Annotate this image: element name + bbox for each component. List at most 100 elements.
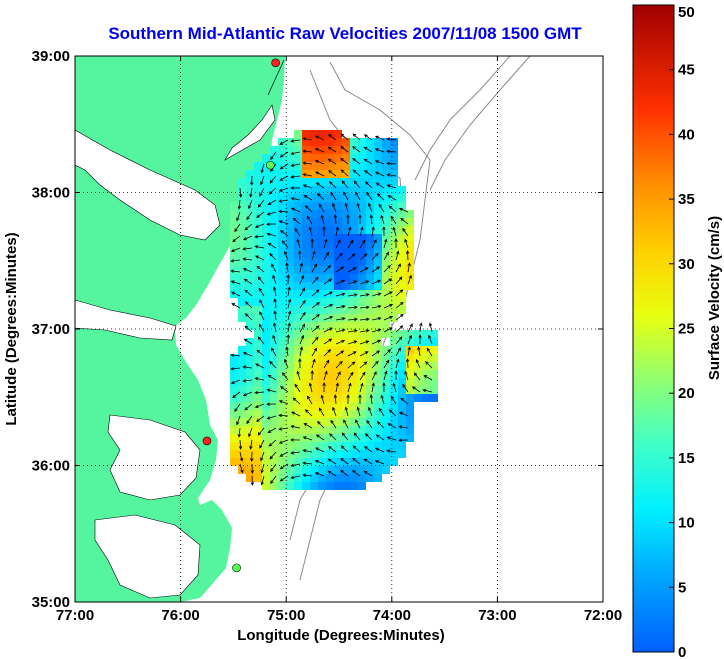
velocity-cell [294,354,302,362]
velocity-cell [286,218,294,226]
velocity-cell [326,306,334,314]
vector-head [312,250,316,255]
current-vector [287,287,290,297]
velocity-cell [254,186,262,194]
current-vector [419,323,422,333]
velocity-cell [262,394,270,402]
current-vector [279,175,289,181]
velocity-cell [294,378,302,386]
vector-head [259,193,263,197]
velocity-cell [294,402,302,410]
vector-head [310,370,314,374]
velocity-cell [278,138,286,146]
velocity-cell [278,346,286,354]
vector-head [317,420,321,425]
current-vector [366,420,373,429]
current-vector [294,228,301,237]
current-vector [231,270,241,273]
velocity-cell [278,242,286,250]
current-vector [239,187,242,198]
velocity-cell [326,250,334,258]
velocity-cell [422,330,430,338]
velocity-cell [366,242,374,250]
velocity-cell [366,154,374,162]
current-vector [279,400,289,405]
current-vector [267,415,277,419]
velocity-cell [302,154,310,162]
velocity-cell [430,394,438,402]
current-vector [341,445,349,453]
vector-head [318,407,323,412]
vector-head [302,299,306,304]
current-vector [272,275,277,285]
current-vector [347,318,358,321]
colorbar-tick-label: 45 [678,62,695,79]
velocity-cell [286,418,294,426]
current-vector [243,235,253,240]
current-vector [256,415,265,422]
velocity-cell [358,466,366,474]
velocity-cell [262,426,270,434]
velocity-cell [310,186,318,194]
velocity-cell [398,242,406,250]
velocity-cell [302,322,310,330]
velocity-cell [294,458,302,466]
vector-head [273,322,277,327]
vector-head [377,317,382,321]
velocity-cell [374,242,382,250]
velocity-cell [270,266,278,274]
current-vector [347,294,357,297]
velocity-cell [238,450,246,458]
current-vector [299,335,304,345]
velocity-cell [286,378,294,386]
velocity-cell [342,282,350,290]
velocity-cell [310,434,318,442]
velocity-cell [302,242,310,250]
velocity-cell [406,258,414,266]
velocity-cell [366,266,374,274]
current-vector [364,446,373,453]
velocity-cell [246,178,254,186]
vector-head [374,460,379,464]
velocity-cell [382,258,390,266]
current-vector [271,264,277,273]
vector-head [426,347,431,352]
velocity-cell [230,210,238,218]
velocity-cell [326,418,334,426]
velocity-cell [390,154,398,162]
current-vector [365,433,373,441]
current-vector [303,150,313,153]
current-vector [291,163,301,167]
vector-head [335,382,339,387]
velocity-cell [246,298,254,306]
velocity-cell [382,154,390,162]
vector-head [387,195,392,199]
velocity-cell [294,322,302,330]
velocity-cell [254,250,262,258]
velocity-cell [414,370,422,378]
velocity-cell [294,442,302,450]
vector-head [407,262,411,267]
velocity-cell [302,130,310,138]
vector-head [230,259,235,263]
velocity-cell [310,378,318,386]
velocity-cell [326,434,334,442]
velocity-cell [278,274,286,282]
velocity-cell [374,210,382,218]
velocity-cell [334,346,342,354]
velocity-cell [286,226,294,234]
velocity-cell [238,314,246,322]
velocity-cell [334,274,342,282]
velocity-cell [262,282,270,290]
velocity-cell [278,178,286,186]
current-vector [416,359,421,369]
velocity-cell [414,338,422,346]
velocity-cell [286,194,294,202]
velocity-cell [350,186,358,194]
velocity-cell [334,154,342,162]
current-vector [375,171,385,177]
velocity-cell [334,418,342,426]
current-vector [383,371,387,381]
velocity-cell [366,194,374,202]
current-vector [254,391,265,394]
